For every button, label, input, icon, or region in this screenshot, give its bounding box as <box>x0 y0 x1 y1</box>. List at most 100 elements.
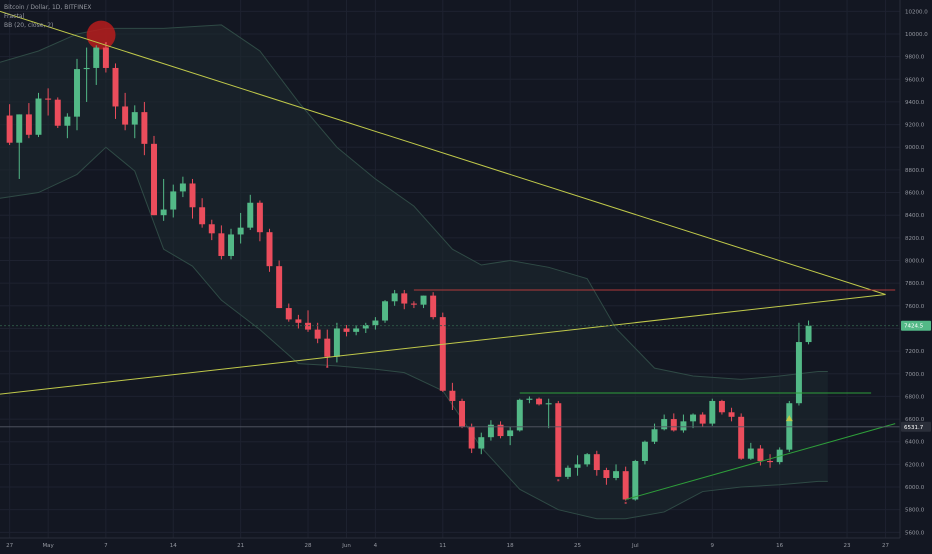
candle <box>305 322 312 330</box>
candle <box>64 116 71 126</box>
candle <box>670 419 677 431</box>
x-tick-label: 25 <box>574 543 581 549</box>
candle <box>54 99 61 126</box>
y-tick-label: 8000.0 <box>905 259 925 265</box>
candle <box>420 295 427 305</box>
bollinger-indicator-label[interactable]: BB (20, close, 2) <box>4 22 54 29</box>
candle <box>160 209 167 216</box>
candle <box>747 448 754 459</box>
x-tick-label: 16 <box>776 543 783 549</box>
x-tick-label: 9 <box>711 543 715 549</box>
x-tick-label: 18 <box>507 543 514 549</box>
candle <box>266 232 273 267</box>
bollinger-lower-line <box>0 146 828 520</box>
candle <box>276 266 283 309</box>
y-tick-label: 6000.0 <box>905 485 925 491</box>
fractal-marker <box>557 479 560 482</box>
candle <box>131 112 138 125</box>
candle <box>45 98 52 100</box>
candle <box>35 98 42 135</box>
y-tick-label: 7800.0 <box>905 281 925 287</box>
candle <box>661 419 668 430</box>
candle <box>603 470 610 478</box>
candle <box>641 441 648 461</box>
trend-line <box>0 293 886 395</box>
candle <box>122 106 129 125</box>
candle <box>478 437 485 449</box>
breakout-marker <box>785 415 793 422</box>
candle <box>391 293 398 302</box>
y-tick-label: 6400.0 <box>905 440 925 446</box>
candle <box>439 317 446 391</box>
y-tick-label: 6200.0 <box>905 462 925 468</box>
candle <box>25 114 32 135</box>
candle <box>430 295 437 318</box>
candle <box>805 325 812 343</box>
candle <box>141 112 148 144</box>
y-tick-label: 6800.0 <box>905 394 925 400</box>
price-tag <box>901 421 931 432</box>
candle <box>74 69 80 117</box>
candle <box>343 328 350 332</box>
candle <box>353 328 360 332</box>
fractal-indicator-label[interactable]: Fractal <box>4 13 25 20</box>
y-tick-label: 7600.0 <box>905 304 925 310</box>
candle <box>680 421 687 431</box>
candle <box>545 403 552 405</box>
candle <box>189 183 196 208</box>
y-tick-label: 9400.0 <box>905 100 925 106</box>
y-tick-label: 7200.0 <box>905 349 925 355</box>
candle <box>314 329 321 339</box>
x-tick-label: 4 <box>374 543 378 549</box>
candle <box>651 429 658 442</box>
x-tick-label: 23 <box>844 543 851 549</box>
candle <box>112 67 119 107</box>
candle <box>199 207 206 225</box>
y-tick-label: 9800.0 <box>905 55 925 61</box>
candle <box>574 464 581 468</box>
y-tick-label: 10200.0 <box>905 9 928 15</box>
price-tag-label: 6531.7 <box>904 425 924 431</box>
x-tick-label: 21 <box>237 543 244 549</box>
candle <box>487 424 494 438</box>
candle <box>295 319 302 323</box>
candle <box>757 448 764 461</box>
candle <box>372 320 379 326</box>
candle <box>738 416 745 459</box>
candle <box>468 427 475 449</box>
x-tick-label: 27 <box>6 543 13 549</box>
candle <box>256 202 263 233</box>
fractal-marker <box>104 42 107 45</box>
candle <box>718 400 725 413</box>
candle <box>593 454 600 471</box>
candle <box>247 202 254 228</box>
candle <box>622 471 629 500</box>
candle <box>324 338 331 357</box>
symbol-title: Bitcoin / Dollar, 1D, BITFINEX <box>4 4 92 11</box>
candle <box>449 390 456 401</box>
candle <box>507 430 514 437</box>
candle <box>497 424 504 437</box>
candle <box>526 398 533 400</box>
y-tick-label: 9200.0 <box>905 123 925 129</box>
x-tick-label: 11 <box>439 543 446 549</box>
candle <box>333 328 340 357</box>
candle <box>767 460 774 463</box>
x-tick-label: Jul <box>631 543 639 549</box>
candle <box>699 414 706 424</box>
candle <box>632 460 639 500</box>
candle <box>516 399 523 431</box>
candle <box>218 233 225 256</box>
x-tick-label: May <box>42 543 54 549</box>
fractal-marker <box>624 501 627 504</box>
candle <box>6 115 13 143</box>
chart-legend: Bitcoin / Dollar, 1D, BITFINEX Fractal B… <box>4 3 91 30</box>
candle <box>584 454 591 465</box>
y-tick-label: 8600.0 <box>905 191 925 197</box>
y-tick-label: 8400.0 <box>905 213 925 219</box>
y-tick-label: 7000.0 <box>905 372 925 378</box>
candle <box>151 143 157 216</box>
y-tick-label: 5600.0 <box>905 530 925 536</box>
